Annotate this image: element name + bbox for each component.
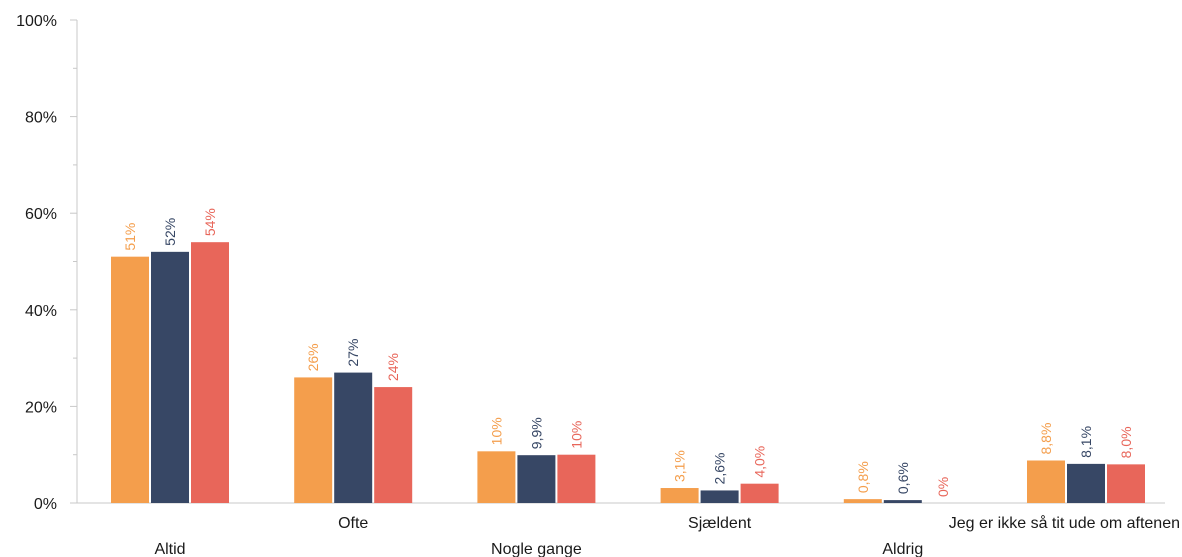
data-label: 3,1% bbox=[672, 450, 688, 482]
data-label: 54% bbox=[202, 208, 218, 236]
bar bbox=[151, 251, 189, 503]
data-label: 10% bbox=[488, 417, 504, 445]
data-labels: 51% 52% 54% 26% 27% 24% 10% 9,9% 10% 3,1% 2,6% 4,0%… bbox=[122, 208, 1134, 497]
data-label: 2,6% bbox=[712, 453, 728, 485]
x-category-label: Sjældent bbox=[688, 515, 752, 532]
axes bbox=[70, 20, 1165, 504]
bar bbox=[1027, 460, 1065, 503]
data-label: 9,9% bbox=[528, 417, 544, 449]
data-label: 8,0% bbox=[1118, 426, 1134, 458]
bar bbox=[843, 499, 882, 503]
bar bbox=[1107, 464, 1145, 503]
data-label: 26% bbox=[305, 343, 321, 371]
data-label: 8,1% bbox=[1078, 426, 1094, 458]
x-category-label: Aldrig bbox=[882, 541, 923, 557]
bar bbox=[334, 372, 373, 503]
data-label: 24% bbox=[385, 353, 401, 381]
bar bbox=[111, 256, 149, 503]
bar bbox=[700, 490, 739, 503]
data-label: 10% bbox=[568, 421, 584, 449]
bar bbox=[294, 377, 333, 503]
bar bbox=[517, 455, 556, 503]
data-label: 4,0% bbox=[752, 446, 768, 478]
data-label: 27% bbox=[345, 339, 361, 367]
bar bbox=[557, 454, 596, 503]
x-category-label: Nogle gange bbox=[491, 541, 582, 557]
data-label: 52% bbox=[162, 218, 178, 246]
bar bbox=[883, 500, 922, 503]
data-label: 0,8% bbox=[855, 461, 871, 493]
category-labels: Altid Ofte Nogle gange Sjældent Aldrig Jeg er… bbox=[154, 514, 1180, 557]
y-tick-label: 20% bbox=[25, 399, 57, 416]
data-label: 0,6% bbox=[895, 462, 911, 494]
y-tick-label: 60% bbox=[25, 206, 57, 223]
bars bbox=[111, 242, 1145, 503]
bar bbox=[660, 488, 699, 503]
data-label: 51% bbox=[122, 223, 138, 251]
y-tick-label: 100% bbox=[16, 13, 57, 30]
data-label: 0% bbox=[935, 477, 951, 497]
y-tick-label: 40% bbox=[25, 303, 57, 320]
y-tick-label: 0% bbox=[34, 496, 57, 513]
data-label: 8,8% bbox=[1038, 423, 1054, 455]
bar bbox=[191, 242, 229, 503]
x-category-label: Jeg er ikke så tit ude om aftenen bbox=[949, 514, 1180, 532]
y-tick-label: 80% bbox=[25, 110, 57, 127]
bar bbox=[1067, 463, 1105, 503]
bar bbox=[477, 451, 516, 503]
bar bbox=[740, 483, 779, 503]
x-category-label: Altid bbox=[154, 541, 185, 557]
bar bbox=[374, 387, 413, 503]
x-category-label: Ofte bbox=[338, 515, 368, 532]
y-axis-ticks: 0% 20% 40% 60% 80% 100% bbox=[16, 13, 77, 513]
